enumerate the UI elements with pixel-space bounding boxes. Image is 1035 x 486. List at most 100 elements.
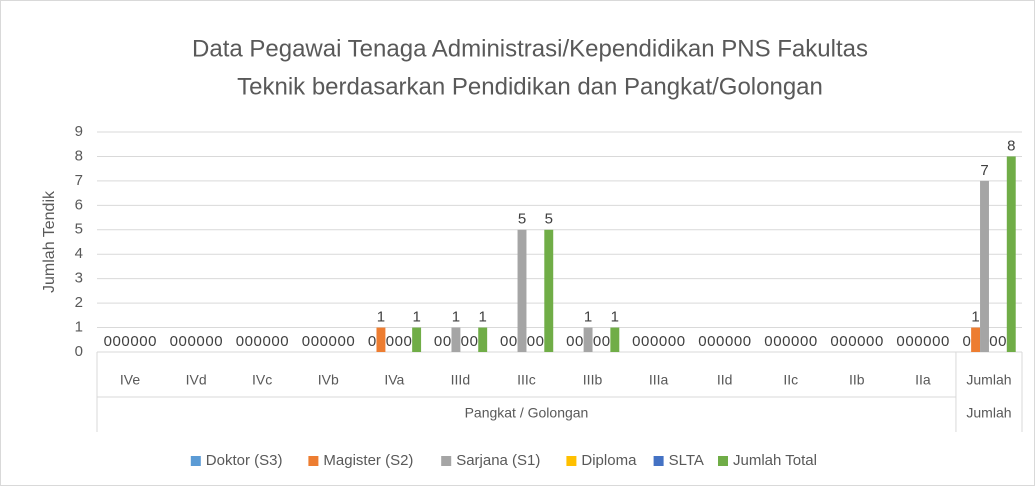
legend-label: Jumlah Total: [733, 452, 817, 469]
y-tick-label: 5: [75, 221, 83, 238]
legend-label: Diploma: [581, 452, 637, 469]
data-label: 0: [196, 333, 204, 350]
data-label: 0: [262, 333, 270, 350]
group-label: Pangkat / Golongan: [465, 405, 589, 421]
y-tick-label: 4: [75, 245, 83, 262]
data-label: 0: [329, 333, 337, 350]
data-label: 0: [187, 333, 195, 350]
data-label: 0: [707, 333, 715, 350]
data-label: 0: [214, 333, 222, 350]
data-label: 0: [461, 333, 469, 350]
data-label: 0: [139, 333, 147, 350]
x-tick-label: IVe: [120, 372, 140, 388]
data-label: 5: [518, 211, 526, 228]
data-label: 1: [584, 309, 592, 326]
data-label: 0: [346, 333, 354, 350]
data-label: 0: [386, 333, 394, 350]
data-label: 0: [962, 333, 970, 350]
data-label: 0: [782, 333, 790, 350]
legend-swatch: [653, 456, 664, 466]
chart-title: Data Pegawai Tenaga Administrasi/Kependi…: [192, 35, 868, 62]
data-label: 0: [443, 333, 451, 350]
y-tick-label: 1: [75, 319, 83, 336]
data-label: 0: [404, 333, 412, 350]
data-label: 0: [470, 333, 478, 350]
data-label: 0: [809, 333, 817, 350]
data-label: 0: [848, 333, 856, 350]
data-label: 0: [875, 333, 883, 350]
data-label: 1: [971, 309, 979, 326]
data-label: 0: [998, 333, 1006, 350]
data-label: 0: [923, 333, 931, 350]
chart-title: Teknik berdasarkan Pendidikan dan Pangka…: [237, 73, 823, 100]
data-label: 0: [593, 333, 601, 350]
data-label: 0: [170, 333, 178, 350]
data-label: 0: [632, 333, 640, 350]
x-tick-label: IId: [717, 372, 733, 388]
bar: [376, 327, 386, 352]
legend-swatch: [441, 456, 452, 466]
data-label: 0: [773, 333, 781, 350]
data-label: 8: [1007, 137, 1015, 154]
data-label: 0: [337, 333, 345, 350]
bar: [1006, 156, 1016, 352]
x-tick-label: IIIa: [649, 372, 669, 388]
data-label: 0: [764, 333, 772, 350]
x-tick-label: IIc: [783, 372, 798, 388]
data-label: 0: [800, 333, 808, 350]
data-label: 0: [575, 333, 583, 350]
data-label: 0: [311, 333, 319, 350]
data-label: 0: [205, 333, 213, 350]
data-label: 0: [641, 333, 649, 350]
data-label: 0: [434, 333, 442, 350]
data-label: 0: [896, 333, 904, 350]
bar: [478, 327, 488, 352]
x-tick-label: IIa: [915, 372, 931, 388]
data-label: 0: [932, 333, 940, 350]
data-label: 0: [500, 333, 508, 350]
data-label: 0: [121, 333, 129, 350]
x-tick-label: IVc: [252, 372, 272, 388]
data-label: 0: [236, 333, 244, 350]
y-axis-label: Jumlah Tendik: [41, 190, 58, 293]
x-tick-label: IIb: [849, 372, 865, 388]
data-label: 5: [545, 211, 553, 228]
data-label: 0: [677, 333, 685, 350]
x-tick-label: IIIc: [517, 372, 536, 388]
data-label: 0: [280, 333, 288, 350]
data-label: 0: [866, 333, 874, 350]
data-label: 0: [668, 333, 676, 350]
x-tick-label: IIId: [451, 372, 470, 388]
y-tick-label: 3: [75, 270, 83, 287]
data-label: 0: [395, 333, 403, 350]
bar: [544, 229, 554, 352]
data-label: 1: [377, 309, 385, 326]
data-label: 0: [725, 333, 733, 350]
data-label: 0: [566, 333, 574, 350]
x-tick-label: IVb: [318, 372, 339, 388]
data-label: 0: [536, 333, 544, 350]
legend-label: Sarjana (S1): [456, 452, 540, 469]
x-tick-label: IVa: [384, 372, 404, 388]
legend-swatch: [566, 456, 577, 466]
x-tick-label: IVd: [186, 372, 207, 388]
data-label: 0: [320, 333, 328, 350]
bar: [517, 229, 527, 352]
data-label: 0: [602, 333, 610, 350]
data-label: 0: [302, 333, 310, 350]
data-label: 0: [254, 333, 262, 350]
data-label: 0: [941, 333, 949, 350]
data-label: 0: [716, 333, 724, 350]
group-label: Jumlah: [966, 405, 1011, 421]
legend-label: SLTA: [669, 452, 704, 469]
data-label: 0: [104, 333, 112, 350]
data-label: 0: [179, 333, 187, 350]
data-label: 1: [452, 309, 460, 326]
y-tick-label: 2: [75, 294, 83, 311]
data-label: 0: [989, 333, 997, 350]
data-label: 0: [245, 333, 253, 350]
data-label: 0: [857, 333, 865, 350]
data-label: 0: [743, 333, 751, 350]
